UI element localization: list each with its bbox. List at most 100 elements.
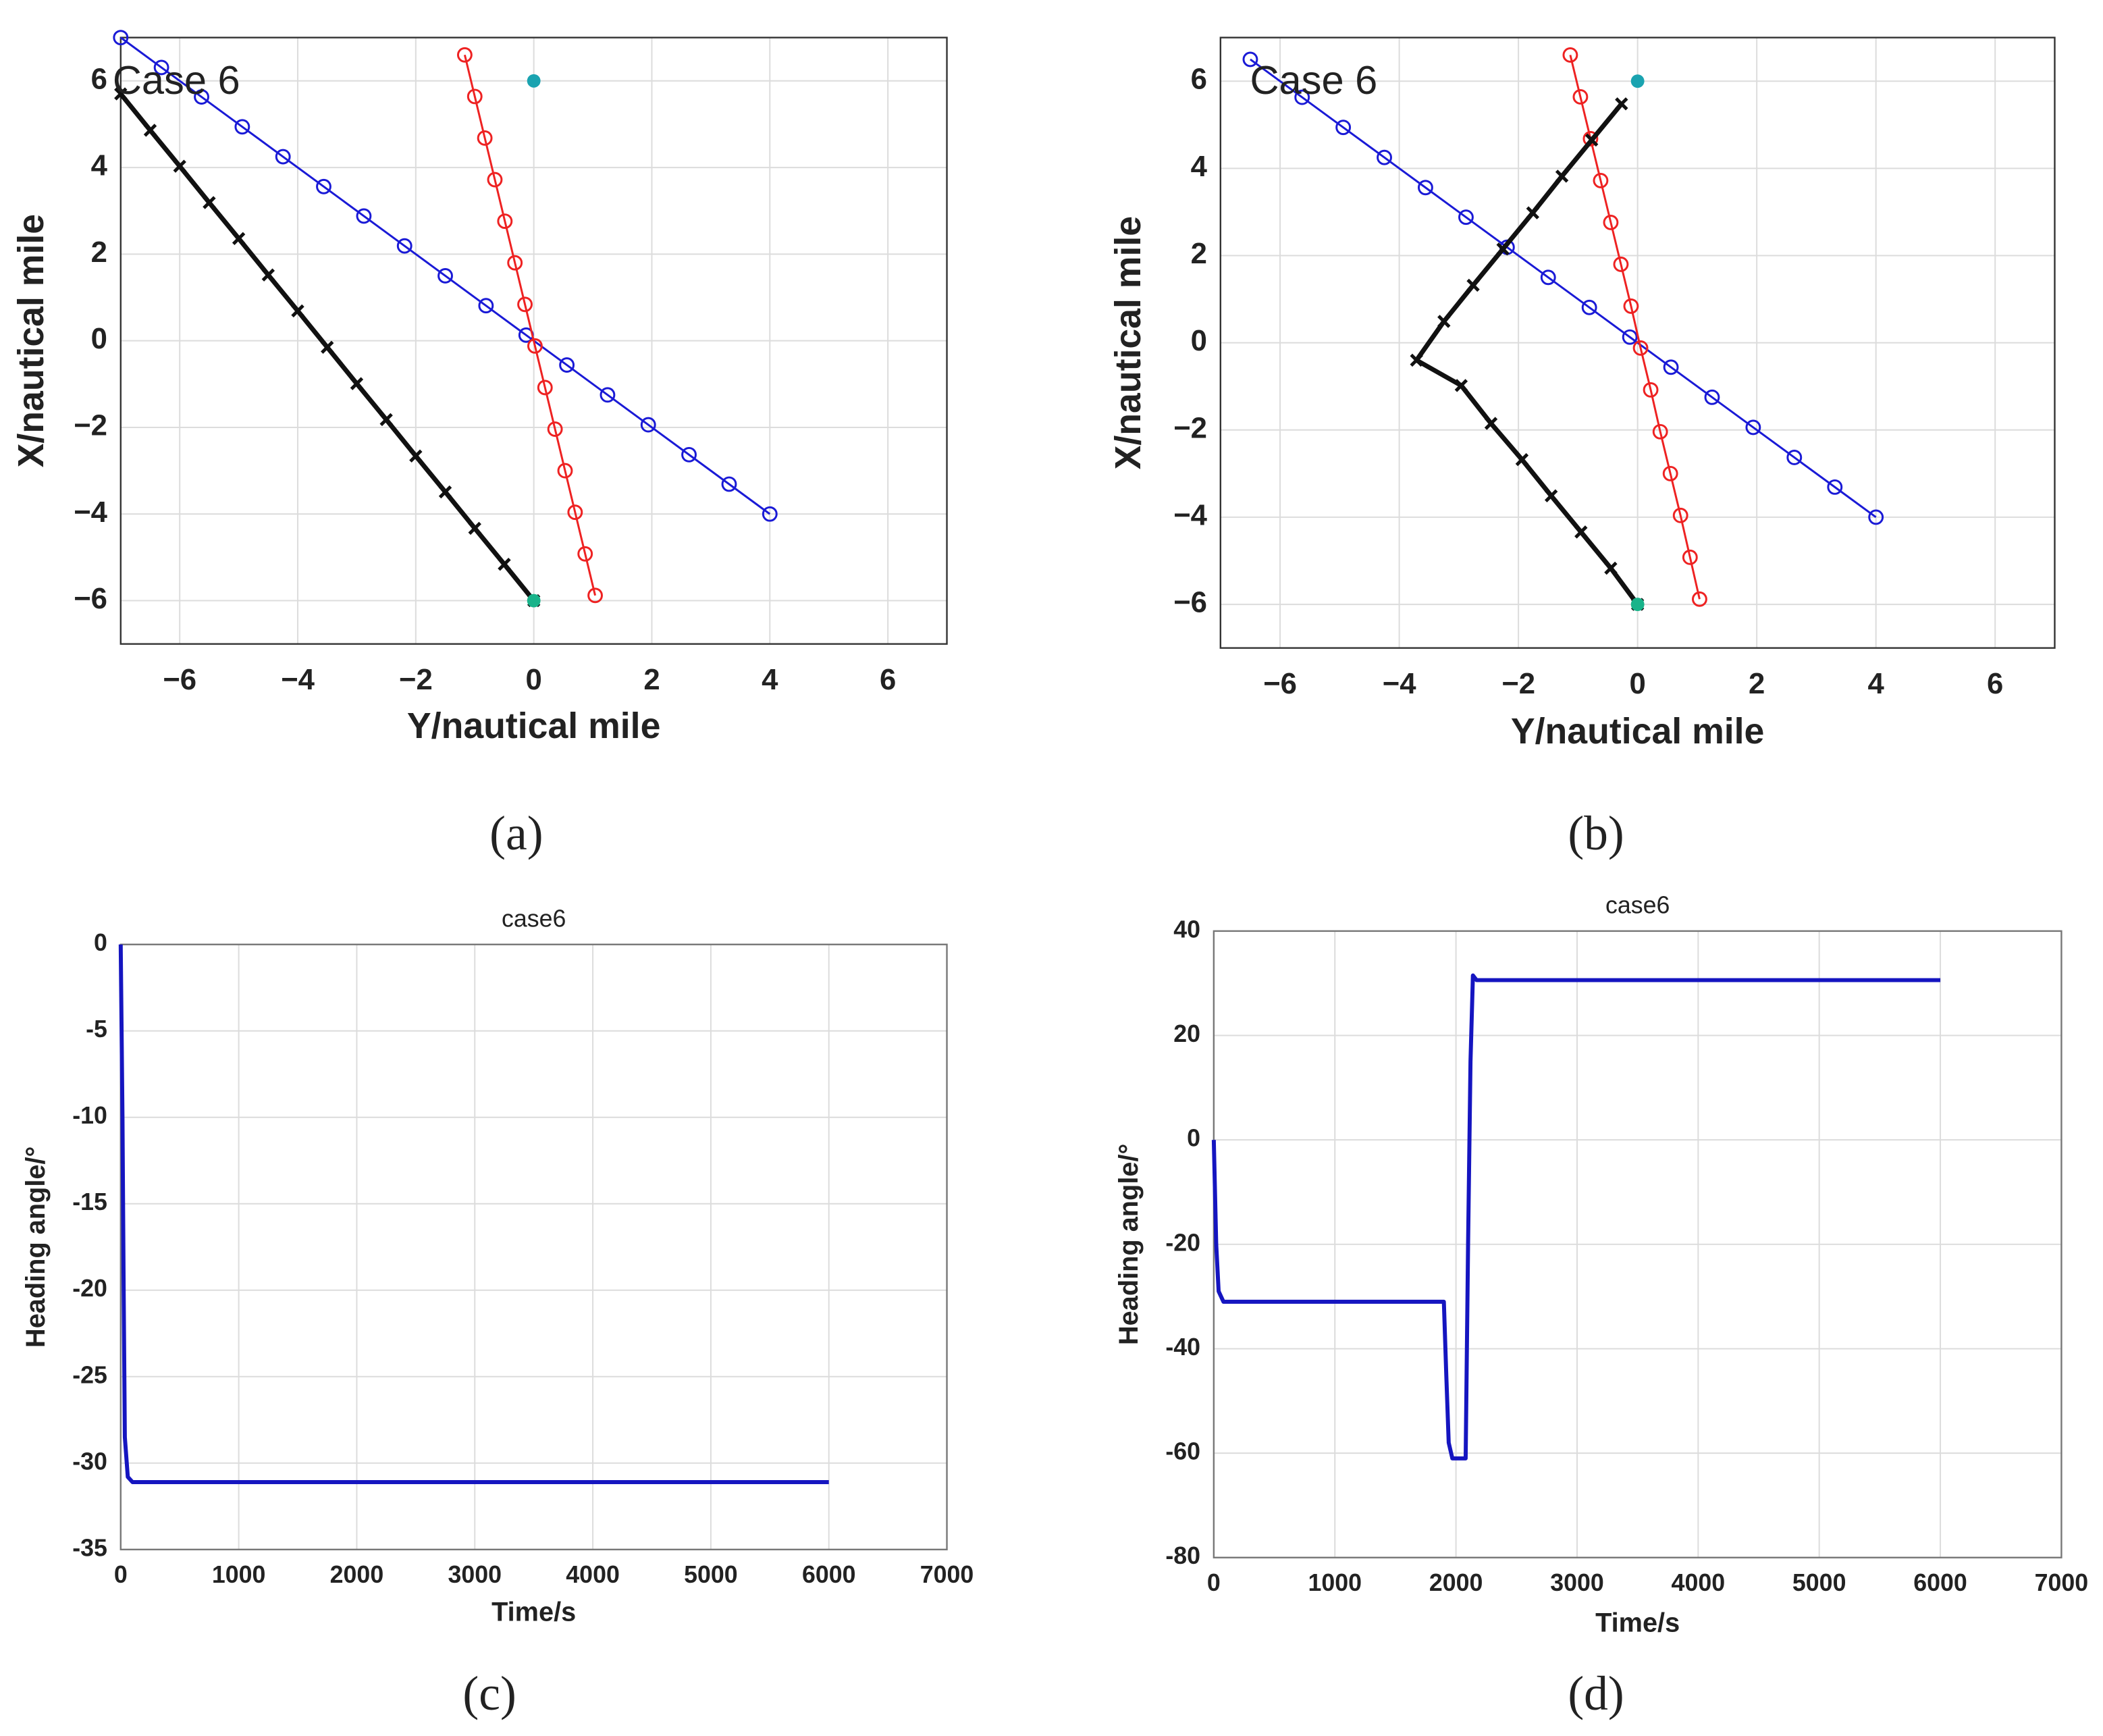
marker — [1574, 525, 1588, 539]
series-line — [1211, 973, 1941, 1461]
x-tick-label: 3000 — [448, 1561, 502, 1588]
marker — [1294, 89, 1310, 105]
marker — [1515, 452, 1529, 467]
marker — [1581, 299, 1597, 315]
marker — [1630, 598, 1645, 612]
marker — [1377, 149, 1392, 165]
y-axis-label: Heading angle/° — [1114, 1144, 1144, 1345]
marker — [527, 74, 541, 88]
y-tick-label: −4 — [1173, 498, 1208, 531]
caption: (c) — [462, 1667, 516, 1720]
y-tick-label: 6 — [1191, 63, 1207, 96]
x-tick-label: 1000 — [1308, 1569, 1362, 1596]
marker — [379, 413, 393, 427]
marker — [438, 485, 452, 499]
marker — [487, 172, 503, 188]
marker — [640, 417, 656, 433]
y-axis-label: Heading angle/° — [21, 1147, 51, 1348]
x-axis-label: Y/nautical mile — [1511, 711, 1764, 752]
annotation: Case 6 — [1250, 57, 1378, 103]
marker — [1604, 561, 1618, 575]
x-tick-label: 0 — [1207, 1569, 1221, 1596]
marker — [1745, 419, 1761, 436]
x-tick-label: 4000 — [566, 1561, 620, 1588]
marker — [1662, 465, 1678, 481]
marker — [143, 124, 157, 137]
caption: (d) — [1568, 1667, 1624, 1720]
y-tick-label: −2 — [74, 409, 107, 442]
marker — [762, 506, 778, 522]
y-tick-label: −6 — [74, 582, 107, 615]
y-tick-label: 0 — [94, 929, 107, 956]
marker — [1603, 214, 1619, 230]
x-tick-label: 6000 — [1913, 1569, 1967, 1596]
x-tick-label: 2000 — [330, 1561, 384, 1588]
x-tick-label: −4 — [1383, 667, 1417, 700]
x-tick-label: 5000 — [1792, 1569, 1846, 1596]
marker — [721, 476, 737, 492]
marker — [1623, 298, 1639, 314]
y-tick-label: -20 — [72, 1275, 107, 1302]
y-tick-label: -15 — [72, 1188, 107, 1215]
marker — [1458, 209, 1474, 226]
marker — [1663, 359, 1679, 375]
marker — [1544, 489, 1558, 502]
x-tick-label: −6 — [1263, 667, 1297, 700]
x-tick-label: 3000 — [1550, 1569, 1604, 1596]
x-tick-label: −2 — [399, 663, 433, 696]
marker — [587, 587, 603, 604]
chart-title: case6 — [502, 905, 566, 932]
marker — [1540, 269, 1556, 286]
marker — [114, 87, 128, 101]
x-tick-label: 1000 — [212, 1561, 266, 1588]
x-tick-label: 7000 — [920, 1561, 974, 1588]
y-tick-label: 6 — [91, 62, 107, 95]
marker — [497, 213, 513, 230]
marker — [1572, 89, 1589, 105]
x-tick-label: 0 — [114, 1561, 128, 1588]
series-line — [1250, 58, 1877, 519]
x-axis-label: Time/s — [1595, 1608, 1680, 1638]
marker — [1652, 423, 1668, 440]
y-tick-label: 2 — [1191, 237, 1207, 270]
y-tick-label: 0 — [91, 322, 107, 355]
marker — [1615, 97, 1628, 111]
marker — [1335, 120, 1352, 136]
y-tick-label: −6 — [1173, 586, 1207, 619]
marker — [567, 504, 583, 521]
marker — [173, 159, 186, 173]
x-tick-label: 2000 — [1429, 1569, 1483, 1596]
annotation: Case 6 — [113, 57, 240, 103]
x-axis-label: Time/s — [491, 1598, 576, 1627]
x-tick-label: 0 — [526, 663, 542, 696]
marker — [113, 30, 129, 46]
marker — [396, 238, 412, 254]
marker — [1418, 180, 1433, 196]
marker — [194, 89, 209, 105]
marker — [537, 379, 553, 396]
y-tick-label: 20 — [1173, 1020, 1200, 1047]
marker — [1622, 329, 1638, 345]
axes-box — [119, 36, 948, 645]
axes-box — [1213, 930, 2062, 1558]
y-tick-label: -80 — [1165, 1542, 1200, 1569]
marker — [1496, 242, 1510, 256]
axes-box — [1219, 36, 2056, 649]
x-tick-label: 6 — [880, 663, 896, 696]
y-tick-label: -30 — [72, 1448, 107, 1475]
marker — [468, 521, 481, 535]
x-tick-label: 4 — [762, 663, 778, 696]
marker — [600, 387, 616, 403]
marker — [547, 421, 563, 437]
y-tick-label: -40 — [1165, 1334, 1200, 1361]
marker — [559, 357, 575, 373]
y-tick-label: −4 — [74, 496, 108, 529]
y-tick-label: 4 — [91, 149, 108, 182]
marker — [234, 119, 250, 135]
y-tick-label: -25 — [72, 1361, 107, 1388]
marker — [1454, 379, 1468, 392]
x-tick-label: 4000 — [1672, 1569, 1726, 1596]
x-axis-label: Y/nautical mile — [407, 706, 660, 746]
marker — [232, 232, 246, 245]
y-tick-label: -10 — [72, 1102, 107, 1129]
